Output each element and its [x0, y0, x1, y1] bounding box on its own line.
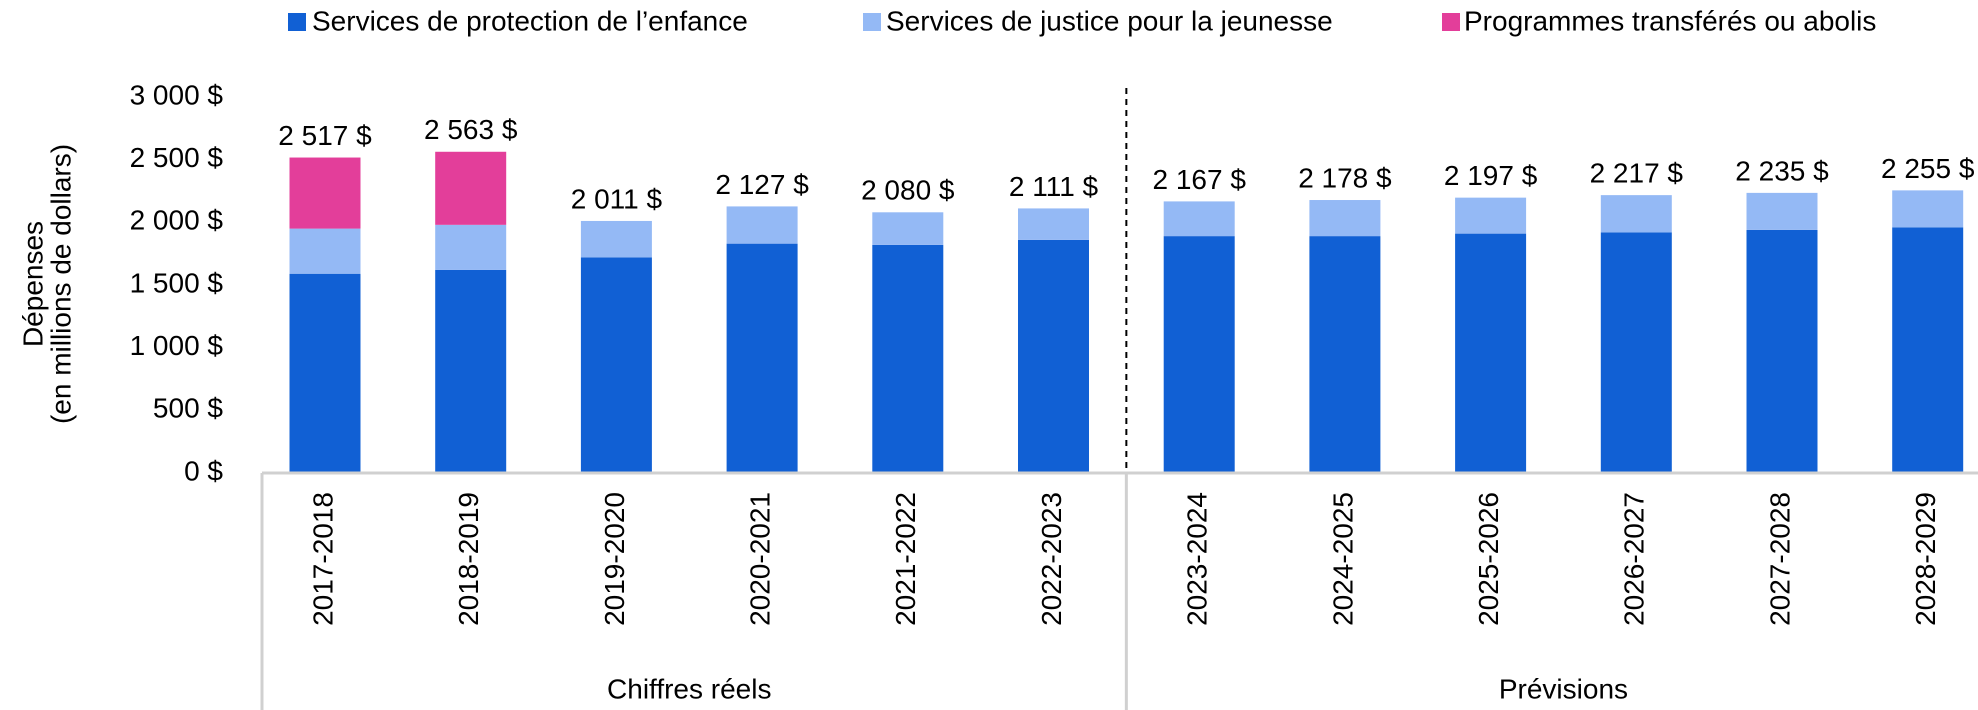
legend-swatch	[1442, 13, 1460, 31]
bar-segment	[435, 224, 507, 270]
bar-segment	[1600, 232, 1672, 473]
bar-segment	[1018, 239, 1089, 473]
bar-segment	[289, 228, 361, 274]
bar-segment	[1163, 201, 1235, 237]
x-tick-label: 2027-2028	[1764, 492, 1795, 626]
x-tick-label: 2024-2025	[1327, 492, 1358, 626]
bar-segment	[1455, 233, 1527, 473]
legend-label: Programmes transférés ou abolis	[1464, 5, 1876, 36]
y-axis-label: (en millions de dollars)	[45, 144, 76, 424]
bar-segment	[1892, 227, 1964, 473]
bar-segment	[1892, 190, 1964, 228]
total-label: 2 517 $	[278, 120, 372, 151]
y-tick-label: 2 000 $	[130, 205, 224, 236]
bar-segment	[1746, 192, 1818, 230]
bar-segment	[435, 151, 507, 225]
total-label: 2 127 $	[715, 169, 809, 200]
total-label: 2 011 $	[571, 183, 663, 214]
y-tick-label: 0 $	[184, 455, 223, 486]
legend-label: Services de protection de l’enfance	[312, 5, 748, 36]
legend-swatch	[288, 13, 306, 31]
bar-segment	[872, 244, 944, 473]
bar-segment	[289, 273, 361, 473]
bar-segment	[726, 206, 798, 244]
bar-segment	[580, 220, 652, 258]
y-tick-label: 1 500 $	[130, 267, 224, 298]
total-label: 2 255 $	[1881, 153, 1975, 184]
y-tick-label: 500 $	[153, 393, 223, 424]
bar-segment	[1746, 229, 1818, 473]
group-label: Chiffres réels	[607, 673, 771, 704]
x-tick-label: 2028-2029	[1910, 492, 1941, 626]
total-label: 2 217 $	[1590, 158, 1684, 189]
x-tick-label: 2023-2024	[1182, 492, 1213, 626]
x-tick-label: 2017-2018	[307, 492, 338, 626]
bar-segment	[1455, 197, 1527, 234]
total-label: 2 197 $	[1444, 160, 1538, 191]
bar-segment	[872, 212, 944, 245]
total-label: 2 080 $	[861, 175, 955, 206]
legend-label: Services de justice pour la jeunesse	[886, 5, 1333, 36]
bar-segment	[1018, 208, 1089, 240]
y-axis-label: Dépenses	[17, 221, 48, 347]
x-tick-label: 2022-2023	[1036, 492, 1067, 626]
bar-segment	[435, 269, 507, 473]
bar-segment	[289, 157, 361, 229]
x-tick-label: 2018-2019	[453, 492, 484, 626]
x-tick-label: 2021-2022	[890, 492, 921, 626]
y-tick-label: 3 000 $	[130, 79, 224, 110]
total-label: 2 167 $	[1152, 164, 1246, 195]
x-tick-label: 2020-2021	[744, 492, 775, 626]
bar-segment	[1163, 236, 1235, 473]
total-label: 2 235 $	[1735, 155, 1829, 186]
bar-segment	[726, 243, 798, 473]
legend-swatch	[863, 13, 881, 31]
bar-segment	[580, 257, 652, 473]
bar-segment	[1600, 195, 1672, 233]
x-tick-label: 2026-2027	[1619, 492, 1650, 626]
y-tick-label: 2 500 $	[130, 142, 224, 173]
x-tick-label: 2025-2026	[1473, 492, 1504, 626]
bar-segment	[1309, 200, 1381, 237]
total-label: 2 563 $	[424, 114, 518, 145]
total-label: 2 111 $	[1009, 171, 1099, 202]
x-tick-label: 2019-2020	[599, 492, 630, 626]
y-tick-label: 1 000 $	[130, 330, 224, 361]
group-label: Prévisions	[1499, 673, 1628, 704]
total-label: 2 178 $	[1298, 162, 1392, 193]
bar-segment	[1309, 236, 1381, 473]
